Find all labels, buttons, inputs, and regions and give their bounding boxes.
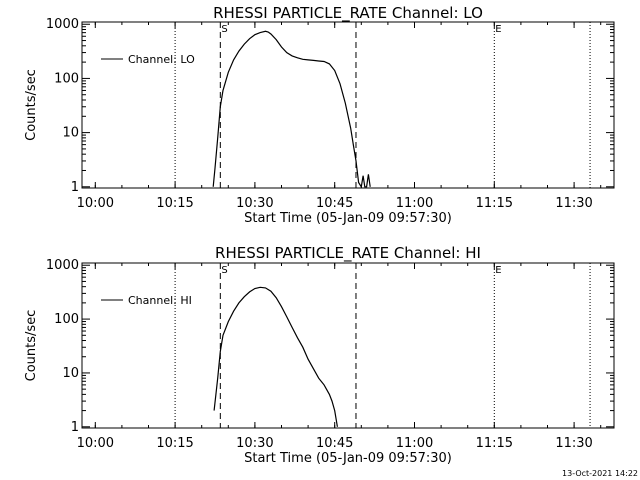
y-tick-label: 100 xyxy=(54,71,79,86)
series-line xyxy=(212,30,371,189)
y-tick-label: 10 xyxy=(62,126,79,141)
x-tick-label: 10:00 xyxy=(77,436,114,451)
series-line xyxy=(213,286,338,427)
legend-label: Channel: LO xyxy=(128,53,195,66)
chart-panel-1: RHESSI PARTICLE_RATE Channel: LOS E10:00 1… xyxy=(24,4,615,226)
x-tick-label: 11:30 xyxy=(555,436,592,451)
marker-label: E xyxy=(495,265,501,276)
chart-title: RHESSI PARTICLE_RATE Channel: LO xyxy=(213,4,483,23)
y-tick-label: 10 xyxy=(62,366,79,381)
chart-title: RHESSI PARTICLE_RATE Channel: HI xyxy=(215,244,481,263)
x-tick-label: 11:00 xyxy=(396,196,433,211)
y-axis-label: Counts/sec xyxy=(24,69,39,141)
legend-label: Channel: HI xyxy=(128,294,192,307)
marker-label: S xyxy=(221,24,227,35)
x-axis-label: Start Time (05-Jan-09 09:57:30) xyxy=(244,211,452,226)
plot-frame xyxy=(81,262,615,429)
x-tick-label: 11:00 xyxy=(396,436,433,451)
x-tick-label: 10:15 xyxy=(156,436,193,451)
x-tick-label: 10:00 xyxy=(77,196,114,211)
y-tick-label: 100 xyxy=(54,312,79,327)
marker-label: E xyxy=(495,24,501,35)
chart-panel-2: RHESSI PARTICLE_RATE Channel: HIS E10:00 1… xyxy=(24,244,615,466)
x-tick-label: 10:45 xyxy=(316,436,353,451)
x-tick-label: 10:45 xyxy=(316,196,353,211)
x-tick-label: 11:15 xyxy=(476,436,513,451)
x-axis-label: Start Time (05-Jan-09 09:57:30) xyxy=(244,451,452,466)
plot-frame xyxy=(81,21,615,189)
x-tick-label: 10:15 xyxy=(156,196,193,211)
x-tick-label: 10:30 xyxy=(236,436,273,451)
y-tick-label: 1 xyxy=(71,180,79,195)
y-axis-label: Counts/sec xyxy=(24,310,39,382)
x-tick-label: 10:30 xyxy=(236,196,273,211)
footer-date: 13-Oct-2021 14:22 xyxy=(562,469,638,478)
marker-label: S xyxy=(221,265,227,276)
x-tick-label: 11:30 xyxy=(555,196,592,211)
y-tick-label: 1000 xyxy=(46,17,79,32)
x-tick-label: 11:15 xyxy=(476,196,513,211)
y-tick-label: 1000 xyxy=(46,258,79,273)
y-tick-label: 1 xyxy=(71,420,79,435)
